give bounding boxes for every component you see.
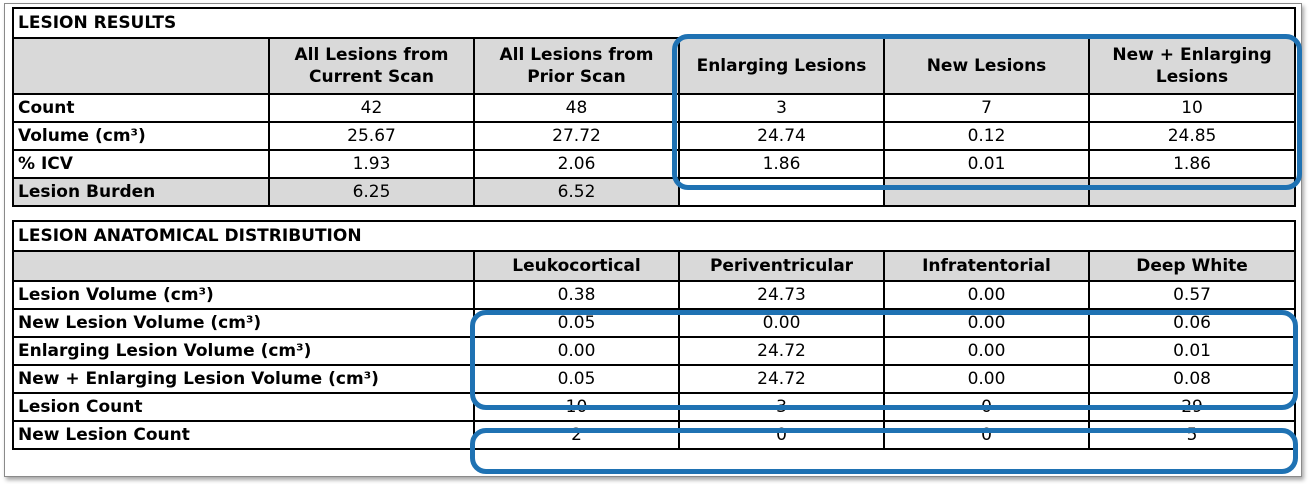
table-cell: 0: [883, 420, 1090, 450]
row-label: Volume (cm³): [12, 121, 270, 151]
table-cell: 6.25: [268, 177, 475, 207]
table-cell: 1.93: [268, 149, 475, 179]
row-label: Enlarging Lesion Volume (cm³): [12, 336, 475, 366]
table-cell: 24.72: [678, 364, 885, 394]
table-row: New Lesion Count 2 0 0 5: [12, 420, 1297, 450]
row-label: New + Enlarging Lesion Volume (cm³): [12, 364, 475, 394]
column-header: Enlarging Lesions: [678, 37, 885, 95]
row-label: New Lesion Volume (cm³): [12, 308, 475, 338]
table-cell: 10: [1087, 93, 1297, 123]
table-cell: 48: [473, 93, 680, 123]
table-cell: 0.12: [883, 121, 1090, 151]
section-title-anatomical-distribution: LESION ANATOMICAL DISTRIBUTION: [11, 220, 1297, 252]
table-cell: [678, 177, 885, 207]
table-row: Volume (cm³) 25.67 27.72 24.74 0.12 24.8…: [12, 121, 1297, 151]
table-cell: 5: [1087, 420, 1297, 450]
table-cell: 10: [473, 392, 680, 422]
table-cell: 0: [678, 420, 885, 450]
table-cell: 1.86: [1087, 149, 1297, 179]
column-header: Deep White: [1087, 250, 1297, 282]
table-cell: 24.85: [1087, 121, 1297, 151]
table-cell: 24.74: [678, 121, 885, 151]
row-label: New Lesion Count: [12, 420, 475, 450]
table-cell: 0.00: [883, 364, 1090, 394]
table-cell: 0: [883, 392, 1090, 422]
table-row: Lesion Volume (cm³) 0.38 24.73 0.00 0.57: [12, 280, 1297, 310]
table-cell: 24.73: [678, 280, 885, 310]
table-cell: 27.72: [473, 121, 680, 151]
header-corner: [12, 250, 475, 282]
column-header: New + Enlarging Lesions: [1087, 37, 1297, 95]
table-cell: 0.00: [473, 336, 680, 366]
table-cell: 0.01: [883, 149, 1090, 179]
table-row: % ICV 1.93 2.06 1.86 0.01 1.86: [12, 149, 1297, 179]
table-cell: 3: [678, 392, 885, 422]
table-row: Lesion Count 10 3 0 29: [12, 392, 1297, 422]
table-cell: 6.52: [473, 177, 680, 207]
column-header: Periventricular: [678, 250, 885, 282]
table-row: New + Enlarging Lesion Volume (cm³) 0.05…: [12, 364, 1297, 394]
header-corner: [12, 37, 270, 95]
table-cell: 0.06: [1087, 308, 1297, 338]
row-label: % ICV: [12, 149, 270, 179]
table-cell: 42: [268, 93, 475, 123]
row-label: Lesion Burden: [12, 177, 270, 207]
table-cell: 0.57: [1087, 280, 1297, 310]
table-cell: 0.00: [883, 308, 1090, 338]
table-cell: 25.67: [268, 121, 475, 151]
table-cell: 29: [1087, 392, 1297, 422]
column-header: Leukocortical: [473, 250, 680, 282]
table-cell: 2: [473, 420, 680, 450]
table-cell: [883, 177, 1090, 207]
row-label: Count: [12, 93, 270, 123]
table-row: Enlarging Lesion Volume (cm³) 0.00 24.72…: [12, 336, 1297, 366]
table-row: Count 42 48 3 7 10: [12, 93, 1297, 123]
column-header: New Lesions: [883, 37, 1090, 95]
table-cell: 24.72: [678, 336, 885, 366]
table-cell: 0.01: [1087, 336, 1297, 366]
table-cell: 2.06: [473, 149, 680, 179]
table-cell: 7: [883, 93, 1090, 123]
table-cell: 0.00: [883, 336, 1090, 366]
table-cell: 0.00: [678, 308, 885, 338]
column-header: Infratentorial: [883, 250, 1090, 282]
row-label: Lesion Count: [12, 392, 475, 422]
table-cell: 1.86: [678, 149, 885, 179]
lesion-results-table: LESION RESULTS All Lesions from Current …: [11, 7, 1297, 207]
table-cell: 0.38: [473, 280, 680, 310]
table-cell: 0.05: [473, 364, 680, 394]
section-title-lesion-results: LESION RESULTS: [11, 7, 1297, 39]
column-header: All Lesions from Prior Scan: [473, 37, 680, 95]
lesion-distribution-table: LESION ANATOMICAL DISTRIBUTION Leukocort…: [11, 220, 1297, 450]
row-label: Lesion Volume (cm³): [12, 280, 475, 310]
table-row: New Lesion Volume (cm³) 0.05 0.00 0.00 0…: [12, 308, 1297, 338]
table-cell: 0.05: [473, 308, 680, 338]
table-cell: 3: [678, 93, 885, 123]
table-cell: 0.08: [1087, 364, 1297, 394]
table-cell: 0.00: [883, 280, 1090, 310]
table-row: Lesion Burden 6.25 6.52: [12, 177, 1297, 207]
column-header: All Lesions from Current Scan: [268, 37, 475, 95]
table-cell: [1087, 177, 1297, 207]
